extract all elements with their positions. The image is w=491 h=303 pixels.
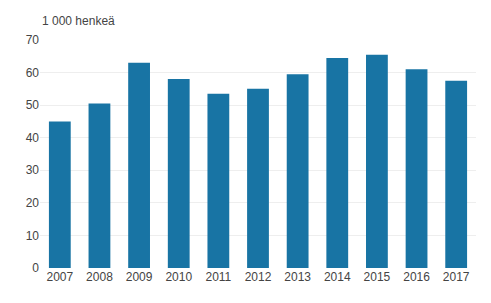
svg-text:2010: 2010 <box>165 270 192 284</box>
svg-text:2016: 2016 <box>403 270 430 284</box>
svg-text:2015: 2015 <box>364 270 391 284</box>
svg-text:0: 0 <box>32 261 39 275</box>
svg-text:1 000 henkeä: 1 000 henkeä <box>42 14 115 28</box>
svg-text:2009: 2009 <box>126 270 153 284</box>
svg-text:2014: 2014 <box>324 270 351 284</box>
svg-text:2012: 2012 <box>245 270 272 284</box>
svg-text:50: 50 <box>26 98 40 112</box>
svg-text:2017: 2017 <box>443 270 470 284</box>
svg-text:40: 40 <box>26 131 40 145</box>
svg-text:2011: 2011 <box>205 270 231 284</box>
svg-text:2008: 2008 <box>86 270 113 284</box>
svg-text:2013: 2013 <box>284 270 311 284</box>
svg-text:70: 70 <box>26 33 40 47</box>
svg-text:20: 20 <box>26 196 40 210</box>
svg-text:10: 10 <box>26 229 40 243</box>
svg-text:60: 60 <box>26 66 40 80</box>
svg-text:2007: 2007 <box>46 270 73 284</box>
svg-text:30: 30 <box>26 163 40 177</box>
